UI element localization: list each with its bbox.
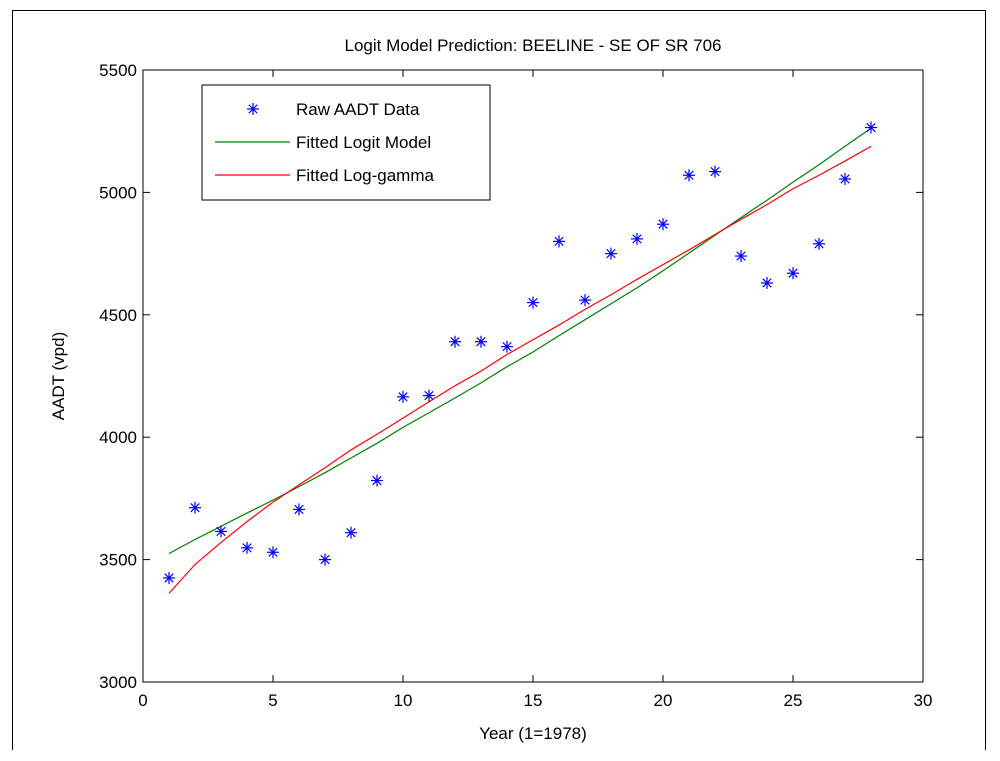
data-point <box>241 541 253 554</box>
x-tick-label: 10 <box>394 691 413 710</box>
data-point <box>527 296 539 309</box>
y-tick-label: 3000 <box>99 673 137 692</box>
y-tick-label: 5000 <box>99 183 137 202</box>
data-point <box>839 172 851 185</box>
data-point <box>319 553 331 566</box>
data-point <box>579 294 591 307</box>
x-tick-label: 30 <box>914 691 933 710</box>
data-point <box>475 335 487 348</box>
x-tick-label: 0 <box>138 691 147 710</box>
x-tick-label: 5 <box>268 691 277 710</box>
data-point <box>605 247 617 260</box>
y-tick-label: 4500 <box>99 306 137 325</box>
figure-frame <box>12 10 986 750</box>
data-point <box>449 335 461 348</box>
y-tick-label: 3500 <box>99 551 137 570</box>
data-point <box>813 237 825 250</box>
x-tick-label: 20 <box>654 691 673 710</box>
data-point <box>735 250 747 263</box>
y-tick-label: 4000 <box>99 428 137 447</box>
legend-label: Raw AADT Data <box>296 100 420 119</box>
x-tick-label: 25 <box>784 691 803 710</box>
data-point <box>371 474 383 487</box>
data-point <box>761 276 773 289</box>
data-point <box>163 571 175 584</box>
legend-label: Fitted Log-gamma <box>296 166 434 185</box>
data-point <box>215 525 227 538</box>
data-point <box>787 267 799 280</box>
data-point <box>345 526 357 539</box>
data-point <box>631 232 643 245</box>
data-point <box>657 218 669 231</box>
y-axis-label: AADT (vpd) <box>49 332 68 421</box>
data-point <box>553 235 565 248</box>
legend-marker <box>247 103 259 115</box>
y-tick-label: 5500 <box>99 61 137 80</box>
data-point <box>501 340 513 353</box>
data-point <box>267 546 279 559</box>
data-point <box>397 390 409 403</box>
x-tick-label: 15 <box>524 691 543 710</box>
data-point <box>709 165 721 178</box>
data-point <box>189 501 201 514</box>
data-point <box>865 121 877 134</box>
legend-label: Fitted Logit Model <box>296 133 431 152</box>
data-point <box>293 503 305 516</box>
data-point <box>423 389 435 402</box>
series-line-2 <box>168 145 872 594</box>
data-point <box>683 169 695 182</box>
chart-title: Logit Model Prediction: BEELINE - SE OF … <box>344 36 721 55</box>
x-axis-label: Year (1=1978) <box>479 724 587 743</box>
